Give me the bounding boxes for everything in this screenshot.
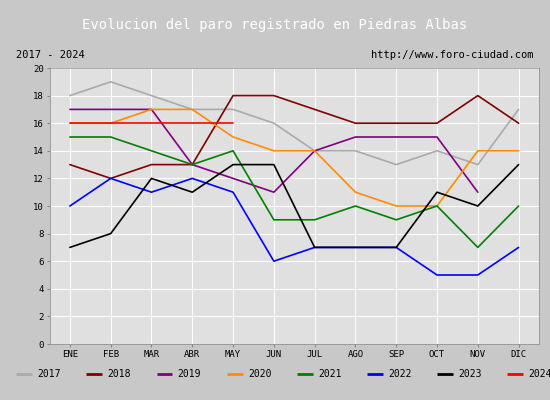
Text: 2021: 2021 bbox=[318, 369, 342, 379]
Text: 2017: 2017 bbox=[37, 369, 61, 379]
Text: 2022: 2022 bbox=[388, 369, 411, 379]
Text: 2018: 2018 bbox=[108, 369, 131, 379]
Text: Evolucion del paro registrado en Piedras Albas: Evolucion del paro registrado en Piedras… bbox=[82, 18, 468, 32]
Text: 2020: 2020 bbox=[248, 369, 271, 379]
Text: 2019: 2019 bbox=[178, 369, 201, 379]
Text: 2023: 2023 bbox=[458, 369, 482, 379]
Text: http://www.foro-ciudad.com: http://www.foro-ciudad.com bbox=[371, 50, 534, 60]
Text: 2024: 2024 bbox=[529, 369, 550, 379]
Text: 2017 - 2024: 2017 - 2024 bbox=[16, 50, 85, 60]
